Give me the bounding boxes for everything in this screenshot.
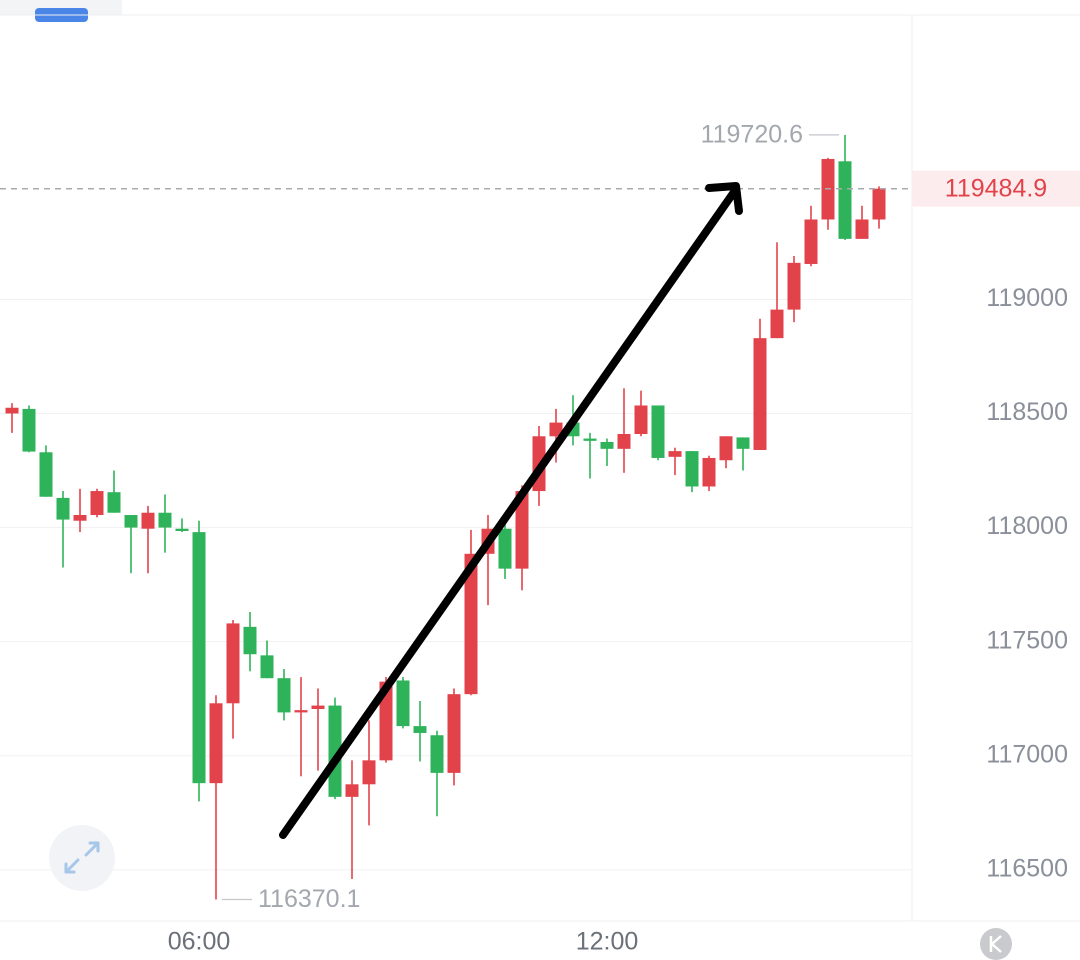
candle-body: [600, 441, 614, 449]
candle-body: [787, 262, 801, 310]
candle-body: [260, 655, 274, 679]
low-label: 116370.1: [258, 885, 360, 913]
candle-body: [243, 626, 257, 655]
overlay: 119720.6 116370.1 119484.9: [0, 121, 1080, 913]
candle-body: [702, 457, 716, 487]
x-tick-label: 06:00: [168, 928, 231, 956]
candle-body: [651, 405, 665, 458]
last-price-label: 119484.9: [945, 174, 1047, 202]
candle-body: [56, 497, 70, 520]
candle-body: [685, 451, 699, 487]
candle-body: [90, 491, 104, 516]
y-tick-label: 117500: [986, 626, 1068, 654]
k-button[interactable]: [980, 928, 1012, 960]
toolbar-tab: [0, 0, 122, 15]
candle-body: [634, 405, 648, 434]
y-tick-label: 116500: [986, 854, 1068, 882]
y-tick-label: 119000: [986, 284, 1068, 312]
high-label: 119720.6: [701, 121, 803, 149]
candle-body: [226, 623, 240, 704]
candle-body: [413, 726, 427, 733]
candle-body: [328, 705, 342, 797]
candle-body: [209, 703, 223, 784]
candle-body: [804, 219, 818, 264]
y-tick-label: 117000: [986, 740, 1068, 768]
candle-body: [175, 528, 189, 531]
candle-body: [464, 553, 478, 695]
candle-body: [192, 532, 206, 784]
candle-body: [396, 680, 410, 727]
candles: [5, 134, 886, 900]
candle-body: [430, 735, 444, 773]
candle-body: [362, 760, 376, 785]
candle-body: [770, 309, 784, 339]
candle-body: [872, 188, 886, 220]
candle-body: [583, 438, 597, 441]
candle-body: [5, 407, 19, 414]
y-tick-label: 118000: [986, 512, 1068, 540]
candle-body: [277, 678, 291, 713]
candle-body: [158, 512, 172, 528]
candle-body: [345, 784, 359, 797]
last-price-box: [912, 170, 1080, 207]
candle-body: [719, 436, 733, 461]
y-tick-label: 118500: [986, 398, 1068, 426]
candle-body: [855, 219, 869, 239]
x-tick-label: 12:00: [576, 928, 639, 956]
candle-body: [515, 491, 529, 569]
candle-body: [311, 705, 325, 709]
candle-body: [736, 437, 750, 449]
candle-body: [22, 408, 36, 452]
candle-body: [838, 161, 852, 239]
expand-button[interactable]: [49, 825, 115, 891]
grid: 116500 117000 117500 118000 118500 119000 06:0…: [0, 284, 1068, 956]
candle-body: [39, 452, 53, 497]
candle-body: [668, 451, 682, 457]
candle-body: [498, 528, 512, 569]
candle-body: [617, 433, 631, 449]
candle-body: [379, 681, 393, 761]
candle-body: [753, 338, 767, 450]
candle-body: [124, 515, 138, 528]
candle-body: [141, 512, 155, 529]
candle-body: [549, 422, 563, 437]
candle-body: [73, 515, 87, 521]
candle-body: [107, 492, 121, 513]
candle-body: [447, 694, 461, 773]
trend-arrow: [279, 182, 743, 839]
candle-body: [294, 710, 308, 713]
